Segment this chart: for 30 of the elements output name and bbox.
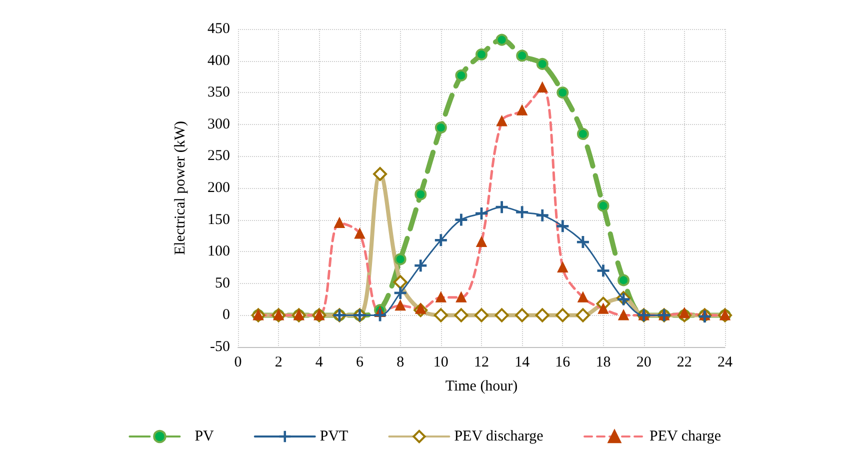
legend-label: PV — [194, 428, 214, 444]
x-tick-label: 24 — [718, 354, 733, 370]
x-tick-label: 4 — [315, 354, 324, 370]
x-tick-label: 10 — [433, 354, 448, 370]
y-tick-label: 400 — [208, 52, 230, 69]
x-tick-label: 16 — [555, 354, 571, 370]
y-tick-label: 100 — [208, 244, 230, 260]
x-tick-label: 12 — [474, 354, 489, 370]
y-tick-label: 300 — [208, 116, 230, 132]
y-tick-label: 350 — [208, 84, 230, 101]
y-tick-label: 50 — [215, 275, 230, 292]
legend-label: PEV discharge — [454, 428, 544, 444]
y-tick-label: -50 — [210, 339, 230, 355]
y-tick-label: 200 — [208, 180, 230, 196]
y-axis-title: Electrical power (kW) — [172, 120, 188, 256]
x-tick-label: 0 — [234, 354, 242, 370]
y-tick-label: 450 — [208, 21, 230, 37]
x-axis-title: Time (hour) — [445, 378, 518, 394]
x-tick-label: 22 — [676, 354, 692, 370]
x-tick-label: 18 — [596, 354, 611, 370]
y-tick-label: 150 — [208, 212, 230, 228]
x-tick-label: 14 — [514, 354, 530, 370]
y-tick-label: 0 — [222, 307, 230, 324]
x-tick-label: 6 — [356, 354, 364, 370]
legend-label: PVT — [320, 428, 348, 444]
legend-label: PEV charge — [650, 428, 722, 444]
x-tick-label: 8 — [396, 354, 404, 370]
x-tick-label: 20 — [636, 354, 652, 370]
y-tick-label: 250 — [208, 148, 230, 164]
x-tick-label: 2 — [274, 354, 282, 370]
